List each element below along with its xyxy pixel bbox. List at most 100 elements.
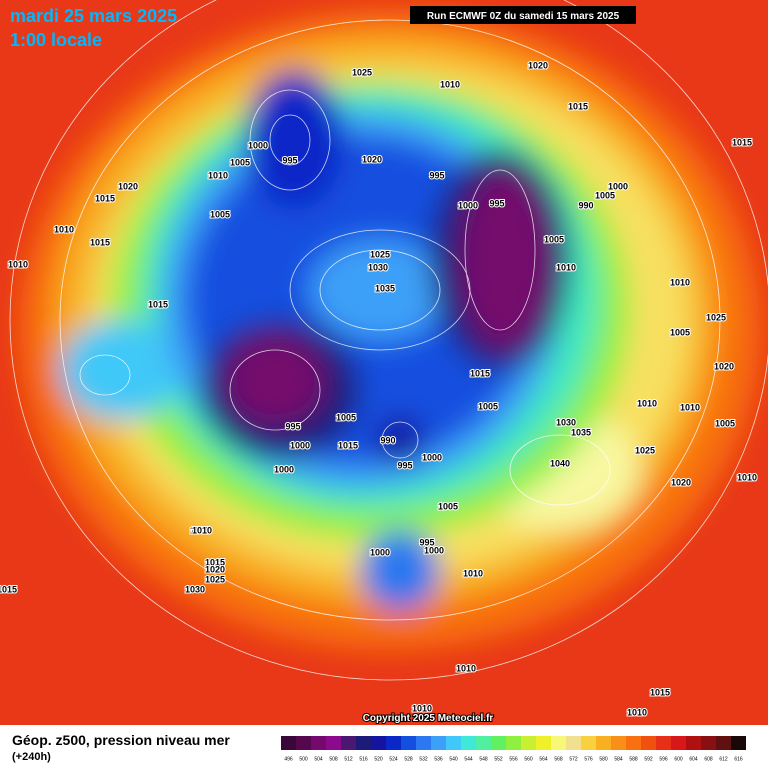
legend-label: 520	[374, 756, 383, 762]
isobar-label: 995	[489, 198, 504, 208]
map-time: 1:00 locale	[10, 30, 102, 50]
legend-swatch	[686, 736, 701, 750]
isobar-label: 1010	[680, 402, 700, 412]
isobar-label: 1025	[635, 445, 655, 455]
legend-swatch	[386, 736, 401, 750]
isobar-label: 990	[380, 435, 395, 445]
legend-label: 508	[329, 756, 338, 762]
isobar-label: 1005	[230, 157, 250, 167]
map-field	[0, 0, 768, 725]
legend-label: 588	[629, 756, 638, 762]
legend-swatch	[521, 736, 536, 750]
legend-swatch	[701, 736, 716, 750]
isobar-label: 1015	[90, 237, 110, 247]
isobar-label: 1010	[637, 398, 657, 408]
isobar-label: 1000	[608, 181, 628, 191]
legend-swatch	[356, 736, 371, 750]
isobar-label: 1020	[362, 154, 382, 164]
isobar-label: 1005	[595, 190, 615, 200]
legend-label: 552	[494, 756, 503, 762]
legend-label: 568	[554, 756, 563, 762]
isobar-label: 1010	[440, 79, 460, 89]
legend-label: 576	[584, 756, 593, 762]
isobar-label: 995	[282, 155, 297, 165]
legend-label: 600	[674, 756, 683, 762]
legend-swatch	[656, 736, 671, 750]
isobar-label: 1010	[8, 259, 28, 269]
isobar-label: 1015	[205, 557, 225, 567]
isobar-label: 1020	[671, 477, 691, 487]
lead-label: (+240h)	[12, 751, 51, 763]
isobar-label: 1010	[456, 663, 476, 673]
isobar-label: 995	[429, 170, 444, 180]
legend-swatch	[326, 736, 341, 750]
legend-swatch	[671, 736, 686, 750]
isobar-label: 1010	[54, 224, 74, 234]
legend-label: 584	[614, 756, 623, 762]
isobar-label: 1015	[338, 440, 358, 450]
legend-label: 512	[344, 756, 353, 762]
legend-swatch	[566, 736, 581, 750]
legend-swatch	[536, 736, 551, 750]
isobar-label: 1010	[556, 262, 576, 272]
isobar-label: 1030	[185, 584, 205, 594]
isobar-label: 1005	[210, 209, 230, 219]
legend-swatch	[446, 736, 461, 750]
legend-swatch	[401, 736, 416, 750]
legend-label: 564	[539, 756, 548, 762]
isobar-label: 1025	[205, 574, 225, 584]
legend-label: 560	[524, 756, 533, 762]
isobar-label: 1000	[290, 440, 310, 450]
isobar-label: 1015	[470, 368, 490, 378]
legend-label: 528	[404, 756, 413, 762]
legend-label: 500	[299, 756, 308, 762]
legend-swatch	[371, 736, 386, 750]
isobar-label: 1005	[190, 525, 210, 535]
isobar-label: 1015	[732, 137, 752, 147]
legend-swatch	[296, 736, 311, 750]
color-legend: 496 500 504 508 512 516 520 524 528 532 536 540 544 5…	[281, 736, 746, 762]
legend-label: 556	[509, 756, 518, 762]
isobar-label: 995	[285, 421, 300, 431]
legend-label: 572	[569, 756, 578, 762]
isobar-label: 1010	[627, 707, 647, 717]
isobar-label: 1020	[118, 181, 138, 191]
legend-swatch	[731, 736, 746, 750]
isobar-label: 1000	[458, 200, 478, 210]
isobar-label: 1015	[568, 101, 588, 111]
legend-swatch	[581, 736, 596, 750]
legend-label: 540	[449, 756, 458, 762]
legend-swatch	[476, 736, 491, 750]
isobar-label: 1010	[670, 277, 690, 287]
isobar-label: 1010	[463, 568, 483, 578]
legend-label: 596	[659, 756, 668, 762]
isobar-label: 995	[419, 537, 434, 547]
legend-label: 548	[479, 756, 488, 762]
isobar-label: 1025	[706, 312, 726, 322]
isobar-label: 1005	[478, 401, 498, 411]
isobar-label: 1005	[336, 412, 356, 422]
legend-swatch	[311, 736, 326, 750]
legend-label: 604	[689, 756, 698, 762]
legend-swatch	[341, 736, 356, 750]
legend-swatch	[281, 736, 296, 750]
legend-swatch	[416, 736, 431, 750]
legend-label: 516	[359, 756, 368, 762]
isobar-label: 1010	[412, 703, 432, 713]
isobar-label: 1035	[375, 283, 395, 293]
isobar-label: 1010	[737, 472, 757, 482]
isobar-label: 1020	[205, 564, 225, 574]
legend-swatch	[626, 736, 641, 750]
legend-label: 612	[719, 756, 728, 762]
legend-swatch	[506, 736, 521, 750]
isobar-labels: 1025101010201015101510009951005101010201…	[0, 59, 758, 718]
isobar-label: 1020	[528, 60, 548, 70]
legend-swatch	[596, 736, 611, 750]
isobar-label: 990	[578, 200, 593, 210]
legend-label: 616	[734, 756, 743, 762]
legend-label: 524	[389, 756, 398, 762]
isobar-label: 1040	[550, 458, 570, 468]
legend-swatch	[611, 736, 626, 750]
legend-swatch	[491, 736, 506, 750]
isobar-label: 1005	[544, 234, 564, 244]
